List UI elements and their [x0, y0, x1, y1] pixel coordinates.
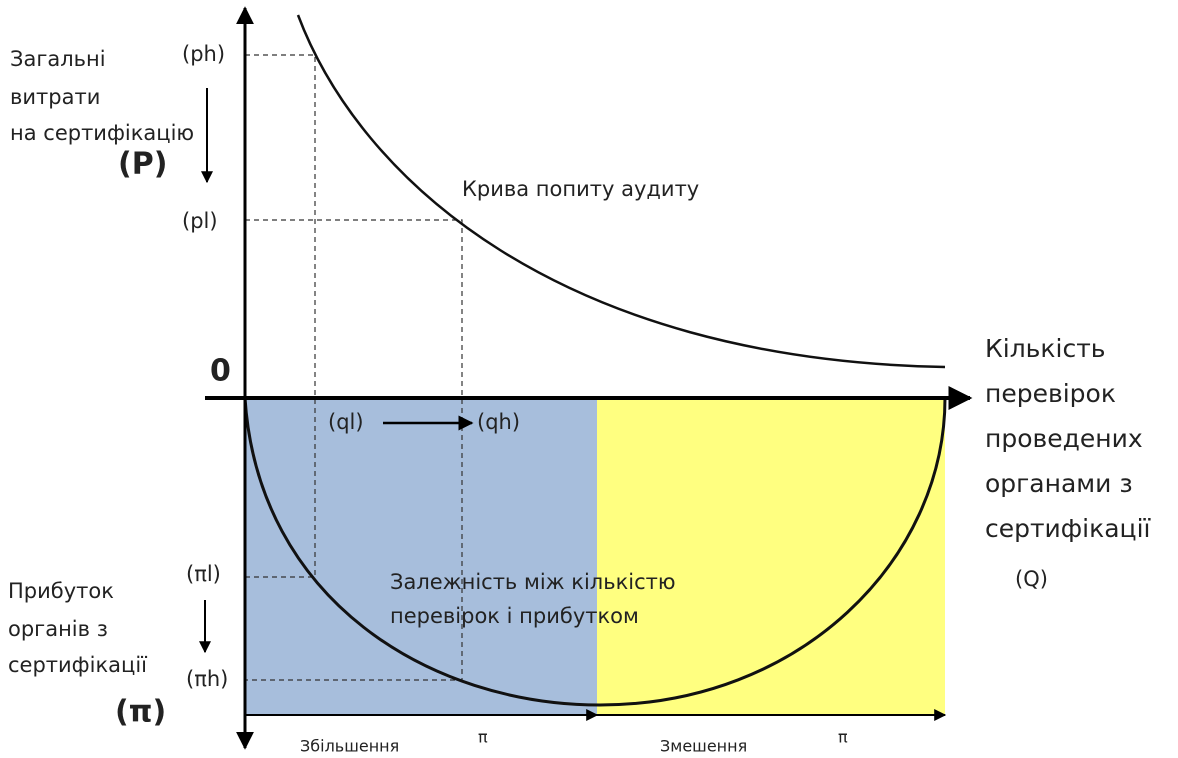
quantity-high: (qh) — [477, 410, 520, 434]
profit-symbol: (π) — [115, 695, 166, 730]
profit-axis-label: Прибуток органів з сертифікації — [8, 579, 147, 677]
label-line: проведених — [985, 424, 1143, 453]
label-line: сертифікації — [985, 514, 1152, 543]
price-axis-label: Загальні витрати на сертифікацію — [10, 47, 194, 145]
origin: 0 — [210, 354, 231, 389]
label-line: сертифікації — [8, 653, 147, 677]
price-low: (pl) — [182, 209, 218, 233]
demand-curve — [296, 14, 946, 369]
profit-curve-label: Залежність між кількістю — [390, 570, 676, 594]
demand-curve-label: Крива попиту аудиту — [462, 177, 699, 201]
region-name: Змешення — [660, 737, 747, 756]
profit-low: (πl) — [186, 562, 221, 586]
decrease-region — [597, 398, 945, 715]
quantity-axis-label: Кількість перевірок проведених органами … — [985, 334, 1152, 543]
axes — [199, 6, 973, 750]
guide-lines — [245, 54, 463, 681]
profit-high: (πh) — [186, 667, 228, 691]
label-line: на сертифікацію — [10, 121, 194, 145]
region-name: Збільшення — [300, 737, 399, 756]
profit-curve — [243, 397, 947, 707]
profit-curve-label: перевірок і прибутком — [390, 604, 639, 628]
region-symbol: π — [838, 728, 848, 747]
label-line: витрати — [10, 85, 100, 109]
quantity-symbol: (Q) — [1015, 567, 1048, 591]
price-symbol: (P) — [118, 147, 167, 182]
label-line: Прибуток — [8, 579, 114, 603]
quantity-low: (ql) — [328, 410, 364, 434]
label-line: органів з — [8, 617, 108, 641]
price-high: (ph) — [182, 42, 225, 66]
region-symbol: π — [478, 728, 488, 747]
label-line: органами з — [985, 469, 1133, 498]
label-line: перевірок — [985, 379, 1116, 408]
label-line: Загальні — [10, 47, 106, 71]
label-line: Кількість — [985, 334, 1106, 363]
